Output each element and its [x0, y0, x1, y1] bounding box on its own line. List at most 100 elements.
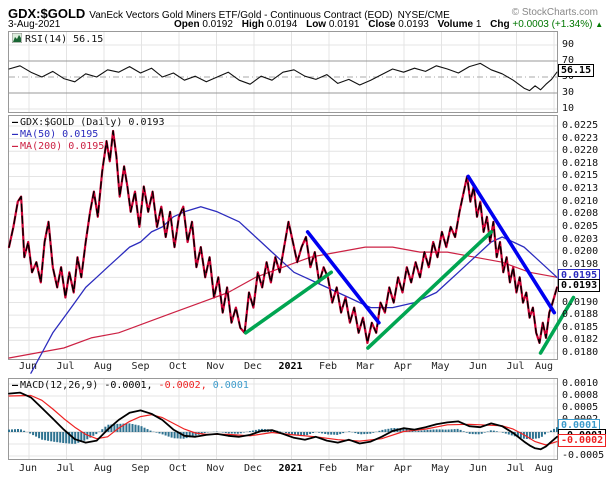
close-value: 0.0193 [398, 19, 429, 30]
y-axis-tick-label: 0.0008 [562, 390, 599, 401]
rsi-y-axis: 907050301056.15 [558, 31, 607, 114]
macd-legend-label: MACD(12,26,9) [20, 380, 99, 391]
chart-header: GDX:$GOLD VanEck Vectors Gold Miners ETF/… [8, 5, 450, 23]
y-axis-tick-label: 90 [562, 39, 575, 50]
exchange: NYSE/CME [397, 10, 450, 21]
y-axis-tick-label: 0.0010 [562, 378, 599, 389]
month-label: Jul [506, 361, 525, 372]
chg-value: +0.0003 (+1.34%) [512, 19, 593, 30]
month-label: Nov [206, 361, 225, 372]
macd-hist-value: 0.0001 [212, 380, 249, 391]
y-axis-tick-label: 0.0190 [562, 296, 599, 308]
macd-signal-line [8, 394, 558, 446]
value-box-label: -0.0002 [558, 433, 607, 447]
ma50-swatch: — [12, 129, 19, 140]
open-label: Open [174, 19, 200, 30]
month-label: Jul [506, 463, 525, 474]
y-axis-tick-label: 0.0220 [562, 145, 599, 157]
value-box-label: 0.0193 [558, 279, 601, 293]
y-axis-tick-label: 0.0203 [562, 233, 599, 245]
high-value: 0.0194 [266, 19, 298, 30]
month-label: Aug [534, 361, 554, 372]
trendline-green-uptrend-2 [366, 230, 494, 350]
macd-y-axis: 0.00100.00080.00050.0002-0.00050.0001-0.… [558, 378, 607, 461]
month-label: Sep [131, 361, 150, 372]
month-label: Feb [318, 463, 338, 474]
macd-swatch: — [12, 380, 19, 391]
legend-row-ma200: — MA(200) 0.0195 [12, 141, 165, 153]
x-axis-months-bottom: Jun Jul Aug Sep Oct Nov Dec 2021 Feb Mar Apr May Jun… [0, 463, 608, 476]
price-plot [7, 116, 576, 374]
trendline-green-uptrend-3 [538, 295, 576, 355]
symbol: GDX:$GOLD [8, 6, 86, 21]
trendline-blue-downtrend-2 [466, 174, 557, 315]
price-line-red [7, 129, 559, 344]
price-panel [7, 115, 576, 374]
month-label: 2021 [278, 361, 303, 372]
x-axis-months-mid: Jun Jul Aug Sep Oct Nov Dec 2021 Feb Mar Apr May Jun… [0, 361, 608, 374]
month-label: Aug [534, 463, 554, 474]
y-axis-tick-label: 0.0225 [562, 120, 599, 131]
trendline-green-uptrend-1 [243, 270, 334, 335]
month-label: Sep [131, 463, 150, 474]
y-axis-tick-label: 70 [562, 55, 575, 66]
copyright: © StockCharts.com [511, 7, 598, 18]
ma50-legend-label: MA(50) 0.0195 [20, 129, 99, 140]
volume-value: 1 [475, 19, 482, 30]
month-label: Feb [318, 361, 338, 372]
rsi-indicator-icon [11, 32, 23, 47]
month-label: Mar [356, 463, 375, 474]
y-axis-tick-label: 0.0185 [562, 321, 599, 333]
y-axis-tick-label: 0.0210 [562, 195, 599, 207]
close-label: Close [368, 19, 396, 30]
low-value: 0.0191 [328, 19, 360, 30]
value-box-label: 56.15 [558, 64, 595, 78]
rsi-line [8, 62, 558, 92]
month-label: Nov [206, 463, 225, 474]
quote-strip: Open 0.0192 High 0.0194 Low 0.0191 Close… [168, 19, 603, 30]
open-value: 0.0192 [202, 19, 233, 30]
rsi-plot [8, 32, 558, 112]
low-label: Low [306, 19, 327, 30]
y-axis-tick-label: 10 [562, 103, 575, 114]
macd-signal-value: -0.0002, [158, 380, 207, 391]
y-axis-tick-label: 0.0213 [562, 183, 599, 195]
y-axis-tick-label: 0.0200 [562, 246, 599, 258]
y-axis-tick-label: 0.0180 [562, 347, 599, 358]
month-label: Dec [243, 463, 263, 474]
ma200-swatch: — [12, 141, 19, 152]
month-label: Oct [168, 463, 188, 474]
chg-label: Chg [490, 19, 510, 30]
ma200-legend-label: MA(200) 0.0195 [20, 141, 105, 152]
month-label: Jul [56, 463, 75, 474]
macd-legend: — MACD(12,26,9) -0.0001, -0.0002, 0.0001 [12, 380, 249, 392]
y-axis-tick-label: 0.0198 [562, 258, 599, 270]
month-label: Jun [468, 361, 488, 372]
price-legend-label: GDX:$GOLD (Daily) 0.0193 [20, 117, 165, 128]
month-label: May [431, 463, 450, 474]
month-label: Jul [56, 361, 75, 372]
chg-up-arrow-icon: ▲ [595, 20, 604, 29]
y-axis-tick-label: 0.0215 [562, 170, 599, 182]
price-legend: — GDX:$GOLD (Daily) 0.0193 — MA(50) 0.0195… [12, 117, 165, 153]
month-label: Jun [18, 361, 38, 372]
chart-date: 3-Aug-2021 [8, 19, 61, 30]
volume-label: Volume [437, 19, 474, 30]
macd-value: -0.0001, [104, 380, 153, 391]
y-axis-tick-label: 0.0208 [562, 208, 599, 220]
legend-row-ma50: — MA(50) 0.0195 [12, 129, 165, 141]
month-label: Apr [393, 361, 413, 372]
y-axis-tick-label: 0.0005 [562, 402, 599, 413]
y-axis-tick-label: 0.0182 [562, 334, 599, 346]
month-label: Jun [468, 463, 488, 474]
y-axis-tick-label: 0.0188 [562, 309, 599, 321]
y-axis-tick-label: -0.0005 [562, 450, 605, 461]
month-label: Jun [18, 463, 38, 474]
month-label: Oct [168, 361, 188, 372]
macd-panel [8, 378, 558, 460]
month-label: 2021 [278, 463, 303, 474]
macd-plot [8, 379, 558, 459]
y-axis-tick-label: 30 [562, 87, 575, 98]
ma50-line [30, 206, 558, 374]
